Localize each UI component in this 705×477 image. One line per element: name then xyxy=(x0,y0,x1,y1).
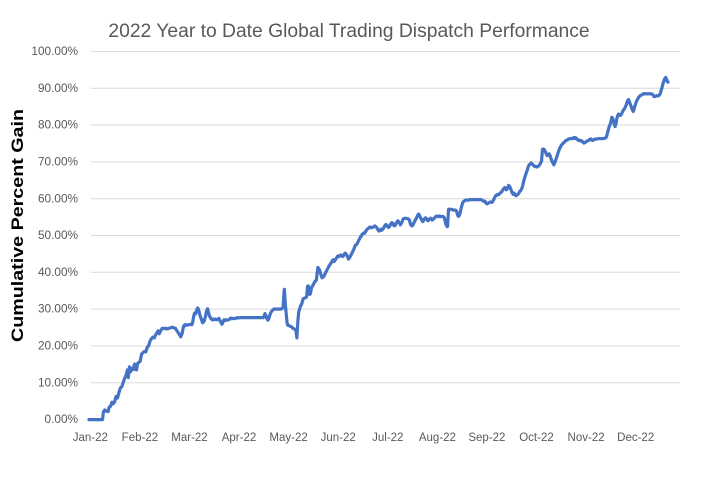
svg-text:Cumulative Percent Gain: Cumulative Percent Gain xyxy=(8,109,27,342)
svg-text:Mar-22: Mar-22 xyxy=(171,432,207,444)
svg-text:Feb-22: Feb-22 xyxy=(122,432,158,444)
svg-text:40.00%: 40.00% xyxy=(38,265,79,279)
svg-text:Jun-22: Jun-22 xyxy=(321,432,356,444)
svg-text:90.00%: 90.00% xyxy=(38,81,79,95)
svg-text:10.00%: 10.00% xyxy=(38,375,79,389)
svg-text:Sep-22: Sep-22 xyxy=(468,432,505,444)
svg-text:80.00%: 80.00% xyxy=(38,118,79,132)
svg-text:Aug-22: Aug-22 xyxy=(419,432,456,444)
svg-text:0.00%: 0.00% xyxy=(45,412,79,426)
svg-text:50.00%: 50.00% xyxy=(38,228,79,242)
svg-text:Jul-22: Jul-22 xyxy=(372,432,403,444)
svg-text:Oct-22: Oct-22 xyxy=(519,432,554,444)
svg-text:100.00%: 100.00% xyxy=(31,44,78,58)
svg-text:30.00%: 30.00% xyxy=(38,302,79,316)
svg-text:Dec-22: Dec-22 xyxy=(617,432,654,444)
svg-text:2022 Year to Date Global Tradi: 2022 Year to Date Global Trading Dispatc… xyxy=(108,21,589,42)
svg-text:20.00%: 20.00% xyxy=(38,339,79,353)
svg-text:Nov-22: Nov-22 xyxy=(568,432,605,444)
svg-text:60.00%: 60.00% xyxy=(38,191,79,205)
svg-text:70.00%: 70.00% xyxy=(38,155,79,169)
svg-text:Jan-22: Jan-22 xyxy=(73,432,108,444)
svg-text:May-22: May-22 xyxy=(269,432,307,444)
svg-text:Apr-22: Apr-22 xyxy=(222,432,257,444)
